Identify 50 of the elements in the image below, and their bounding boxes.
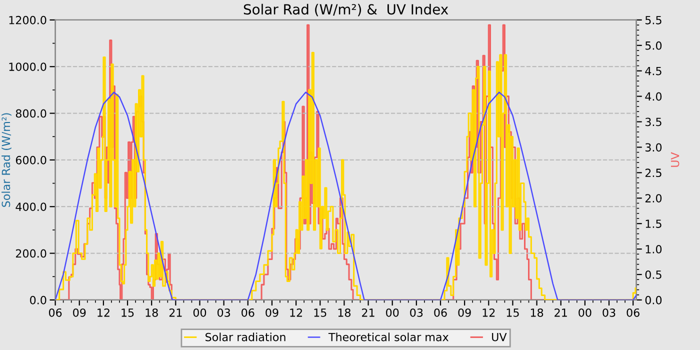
legend-label: Solar radiation: [206, 332, 286, 342]
x-tick-label: 00: [386, 308, 399, 317]
x-tick-label: 06: [48, 308, 62, 317]
y-tick-label: 0.0: [30, 296, 46, 304]
x-tick-label: 15: [506, 308, 519, 317]
y2-tick-label: 0.0: [645, 296, 662, 304]
y2-tick-label: 4.0: [645, 92, 662, 101]
y2-tick-label: 2.5: [645, 168, 662, 178]
x-tick-label: 06: [626, 308, 640, 317]
x-tick-label: 09: [266, 308, 278, 317]
x-tick-label: 21: [362, 308, 374, 317]
y2-tick-label: 0.5: [645, 270, 662, 279]
y-tick-label: 200.0: [16, 249, 46, 258]
x-tick-label: 18: [530, 308, 544, 317]
y2-tick-label: 5.5: [645, 16, 662, 24]
x-tick-label: 00: [193, 308, 206, 317]
y-tick-label: 600.0: [16, 156, 46, 164]
y-tick-label: 1200.0: [9, 16, 46, 24]
x-tick-label: 12: [290, 308, 302, 317]
y-tick-label: 800.0: [16, 109, 46, 118]
x-tick-label: 15: [314, 308, 326, 317]
y2-tick-label: 2.0: [645, 194, 662, 203]
y-axis-title: Solar Rad (W/m²): [2, 113, 12, 207]
x-tick-label: 21: [169, 308, 182, 317]
y-tick-label: 1000.0: [9, 62, 46, 71]
x-tick-label: 03: [410, 308, 423, 317]
x-tick-label: 06: [242, 308, 254, 317]
y-tick-label: 400.0: [16, 202, 46, 211]
x-tick-label: 18: [146, 308, 158, 317]
y2-tick-label: 4.5: [645, 66, 662, 76]
x-tick-label: 03: [217, 308, 230, 317]
chart-title: Solar Rad (W/m²) & UV Index: [244, 4, 448, 16]
x-tick-label: 00: [578, 308, 592, 317]
x-tick-label: 21: [554, 308, 567, 317]
x-tick-label: 12: [482, 308, 495, 317]
y2-tick-label: 5.0: [645, 41, 662, 50]
y2-tick-label: 3.5: [645, 118, 662, 126]
x-tick-label: 09: [458, 308, 471, 317]
x-tick-label: 06: [434, 308, 447, 317]
y2-tick-label: 1.5: [646, 220, 662, 228]
y2-tick-label: 3.0: [645, 143, 662, 152]
y2-axis-title: UV: [670, 152, 680, 167]
legend-label: UV: [492, 332, 507, 342]
legend-label: Theoretical solar max: [328, 332, 448, 342]
y2-tick-label: 1.0: [646, 245, 662, 254]
x-tick-label: 15: [122, 308, 134, 317]
x-tick-label: 18: [338, 308, 351, 317]
x-tick-label: 12: [98, 308, 110, 317]
x-tick-label: 03: [602, 308, 616, 317]
x-tick-label: 09: [73, 308, 86, 317]
